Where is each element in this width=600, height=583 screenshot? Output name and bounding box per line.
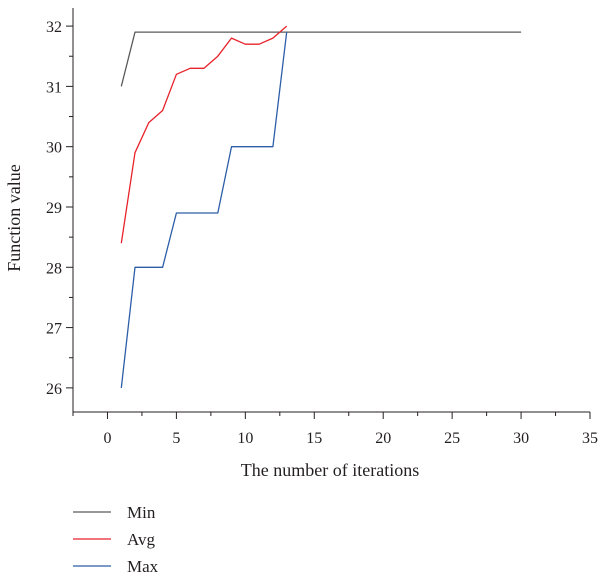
- x-axis-title: The number of iterations: [241, 460, 419, 480]
- y-tick-label: 30: [46, 140, 62, 157]
- legend-label-min: Min: [127, 503, 156, 522]
- x-tick-label: 35: [582, 430, 598, 447]
- series-line-avg: [120, 25, 288, 244]
- y-axis-title: Function value: [4, 164, 24, 271]
- y-tick-label: 27: [46, 321, 62, 338]
- y-tick-label: 26: [46, 381, 62, 398]
- axis-ticks: 0 5 10 15 20 25 30 35 26 27 28 29 30 31 32: [46, 19, 598, 447]
- series-group: [120, 25, 522, 388]
- axes: [72, 8, 590, 413]
- x-tick-label: 30: [513, 430, 529, 447]
- y-tick-label: 32: [46, 19, 62, 36]
- x-tick-label: 10: [237, 430, 253, 447]
- y-tick-label: 29: [46, 200, 62, 217]
- series-line-min: [120, 31, 522, 87]
- x-tick-label: 5: [172, 430, 180, 447]
- legend-label-max: Max: [127, 557, 159, 576]
- y-tick-label: 31: [46, 79, 62, 96]
- legend-label-avg: Avg: [127, 530, 156, 549]
- series-line-max: [120, 32, 288, 388]
- x-tick-label: 0: [103, 430, 111, 447]
- legend: Min Avg Max: [73, 503, 159, 576]
- x-tick-label: 25: [444, 430, 460, 447]
- x-tick-label: 15: [306, 430, 322, 447]
- x-tick-label: 20: [375, 430, 391, 447]
- y-tick-label: 28: [46, 260, 62, 277]
